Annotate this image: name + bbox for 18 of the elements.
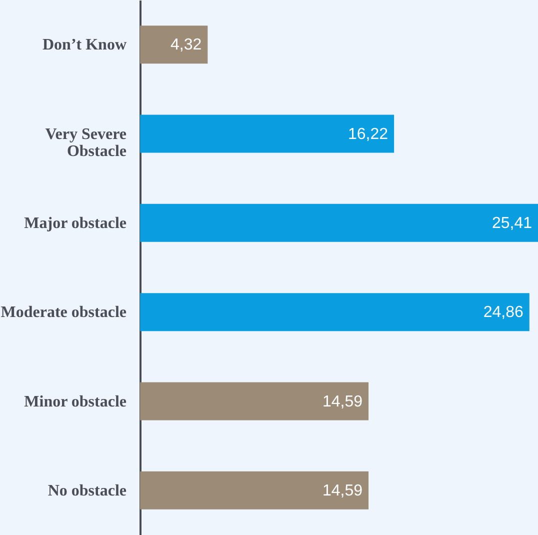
- bar: [140, 293, 530, 332]
- data-label: 24,86: [483, 304, 524, 322]
- bar: [140, 204, 538, 242]
- bar: [140, 382, 369, 420]
- data-label: 14,59: [322, 393, 363, 410]
- bar: [140, 114, 394, 153]
- bar: [140, 471, 369, 510]
- y-tick-label: Minor obstacle: [24, 393, 126, 410]
- data-label: 25,41: [492, 214, 532, 232]
- y-tick-label: Moderate obstacle: [0, 304, 126, 322]
- data-label: 14,59: [322, 482, 363, 500]
- y-tick-label: Don’t Know: [42, 36, 127, 54]
- y-tick-label: Very Severe Obstacle: [45, 126, 126, 160]
- data-label: 4,32: [170, 36, 202, 54]
- data-label: 16,22: [348, 126, 388, 143]
- bar: [140, 26, 208, 64]
- y-tick-label: No obstacle: [48, 482, 126, 500]
- y-tick-label: Major obstacle: [24, 214, 126, 232]
